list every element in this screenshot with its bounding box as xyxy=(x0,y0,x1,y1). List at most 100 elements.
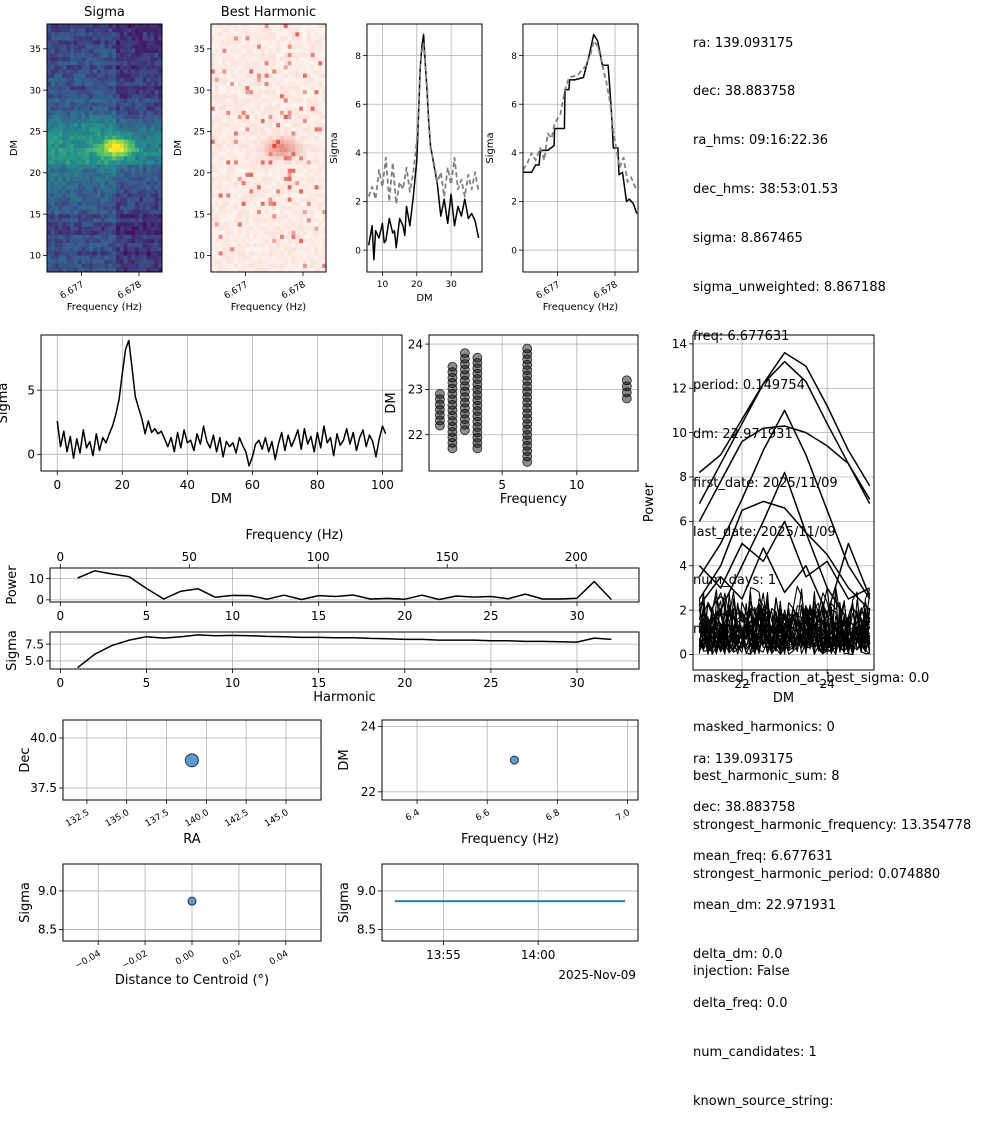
heatmap-cell xyxy=(257,156,262,161)
heatmap-cell xyxy=(287,148,292,153)
heatmap-cell xyxy=(127,222,132,227)
heatmap-cell xyxy=(58,193,63,198)
heatmap-cell xyxy=(268,222,273,227)
heatmap-cell xyxy=(237,226,242,231)
heatmap-cell xyxy=(310,193,315,198)
heatmap-cell xyxy=(127,193,132,198)
heatmap-cell xyxy=(146,263,151,269)
heatmap-cell xyxy=(237,152,242,157)
heatmap-cell xyxy=(280,127,285,132)
heatmap-cell xyxy=(257,259,262,265)
heatmap-cell xyxy=(131,131,136,136)
heatmap-cell xyxy=(47,185,52,190)
heatmap-cell xyxy=(104,94,109,99)
heatmap-cell xyxy=(241,36,246,41)
heatmap-cell xyxy=(211,218,216,223)
heatmap-cell xyxy=(287,247,292,252)
heatmap-cell xyxy=(222,44,227,50)
heatmap-cell xyxy=(47,77,52,83)
heatmap-cell xyxy=(211,210,216,215)
heatmap-cell xyxy=(291,135,296,141)
heatmap-cell xyxy=(303,152,308,157)
x-axis-label: DM xyxy=(773,691,794,706)
heatmap-cell xyxy=(112,77,117,83)
heatmap-cell xyxy=(322,86,327,91)
heatmap-cell xyxy=(150,131,155,136)
heatmap-cell xyxy=(253,24,258,29)
heatmap-cell xyxy=(287,164,292,169)
scatter-point xyxy=(522,343,533,354)
heatmap-cell xyxy=(218,73,223,79)
heatmap-cell xyxy=(112,255,117,260)
heatmap-cell xyxy=(253,168,258,174)
heatmap-cell xyxy=(291,119,296,124)
heatmap-cell xyxy=(131,226,136,231)
heatmap-cell xyxy=(314,205,319,211)
heatmap-cell xyxy=(280,185,285,190)
y-tick-label: 6 xyxy=(679,515,687,529)
heatmap-cell xyxy=(135,201,140,207)
heatmap-cell xyxy=(154,102,159,107)
heatmap-cell xyxy=(135,263,140,269)
heatmap-cell xyxy=(249,77,254,83)
heatmap-cell xyxy=(268,201,273,207)
heatmap-cell xyxy=(139,263,144,269)
heatmap-cell xyxy=(226,255,231,260)
heatmap-cell xyxy=(283,247,288,252)
heatmap-cell xyxy=(104,32,109,37)
heatmap-cell xyxy=(131,98,136,103)
heatmap-cell xyxy=(245,61,250,66)
info-line: freq: 6.677631 xyxy=(693,328,790,344)
heatmap-cell xyxy=(142,123,147,128)
heatmap-cell xyxy=(291,110,296,116)
heatmap-cell xyxy=(96,176,101,182)
heatmap-cell xyxy=(81,102,86,107)
heatmap-cell xyxy=(280,119,285,124)
heatmap-cell xyxy=(253,152,258,157)
scatter-point xyxy=(447,372,458,383)
heatmap-cell xyxy=(268,77,273,83)
heatmap-cell xyxy=(77,106,82,112)
heatmap-cell xyxy=(116,189,121,194)
chart-title: Sigma xyxy=(84,5,125,20)
heatmap-cell xyxy=(245,222,250,227)
heatmap-cell xyxy=(211,267,216,273)
heatmap-cell xyxy=(119,193,124,198)
heatmap-cell xyxy=(85,36,90,41)
heatmap-cell xyxy=(135,44,140,50)
heatmap-cell xyxy=(291,148,296,153)
heatmap-cell xyxy=(245,114,250,120)
heatmap-cell xyxy=(123,94,128,99)
heatmap-cell xyxy=(116,152,121,157)
heatmap-cell xyxy=(322,152,327,157)
heatmap-cell xyxy=(241,201,246,207)
heatmap-cell xyxy=(264,40,269,45)
heatmap-cell xyxy=(89,193,94,198)
heatmap-cell xyxy=(142,247,147,252)
heatmap-cell xyxy=(158,238,163,244)
heatmap-cell xyxy=(150,247,155,252)
x-tick-label: 6.677 xyxy=(223,280,250,302)
heatmap-cell xyxy=(237,102,242,107)
heatmap-cell xyxy=(303,102,308,107)
heatmap-cell xyxy=(276,52,281,58)
heatmap-cell xyxy=(66,251,71,256)
axes-frame xyxy=(366,23,483,273)
heatmap-cell xyxy=(47,193,52,198)
x-axis-label: Distance to Centroid (°) xyxy=(115,973,269,988)
heatmap-cell xyxy=(260,48,265,54)
heatmap-cell xyxy=(58,156,63,161)
heatmap-cell xyxy=(299,214,304,219)
heatmap-cell xyxy=(299,127,304,132)
heatmap-cell xyxy=(81,28,86,33)
heatmap-cell xyxy=(283,110,288,116)
heatmap-cell xyxy=(226,172,231,178)
heatmap-cell xyxy=(66,201,71,207)
heatmap-cell xyxy=(245,139,250,145)
heatmap-cell xyxy=(280,110,285,116)
heatmap-cell xyxy=(260,94,265,99)
heatmap-cell xyxy=(100,69,105,74)
heatmap-cell xyxy=(260,247,265,252)
heatmap-cell xyxy=(226,77,231,83)
heatmap-cell xyxy=(135,164,140,169)
